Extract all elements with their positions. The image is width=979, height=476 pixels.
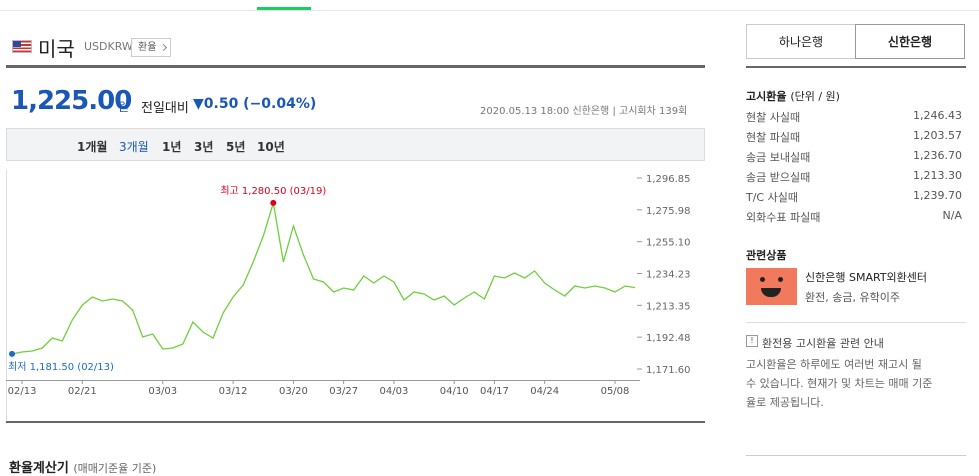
line [11,202,636,355]
notice-line: 율로 제공됩니다. [746,396,824,409]
x-tick-label: 04/03 [379,386,408,397]
min-label: 최저 1,181.50 (02/13) [8,361,114,373]
rate-row: 현찰 파실때 1,203.57 [746,129,962,145]
divider [746,455,966,456]
rate-value: 1,213.30 [913,169,962,182]
rate-value: 1,236.70 [913,149,962,162]
min-dot [9,350,15,357]
period-option[interactable]: 10년 [257,140,285,154]
period-option[interactable]: 1개월 [77,140,108,154]
related-desc: 환전, 송금, 유학이주 [805,291,900,304]
divider [746,322,966,323]
period-option[interactable]: 3개월 [119,140,149,154]
meta-time: 2020.05.13 18:00 [480,106,570,117]
y-tick-label: 1,213.35 [646,301,691,312]
rate-row: 송금 받으실때 1,213.30 [746,169,962,185]
x-tick-label: 04/10 [440,386,469,397]
y-tick-label: 1,275.98 [646,206,691,217]
area [12,202,636,380]
rate-label: T/C 사실때 [746,191,798,204]
related-title: 관련상품 [746,249,787,262]
period-option[interactable]: 3년 [194,140,214,154]
notice-title[interactable]: 환전용 고시환율 관련 안내 [762,337,884,350]
rate-value: 1,203.57 [913,129,962,142]
rates-title-text: 고시환율 [746,90,787,103]
price: 1,225.00 [11,86,132,116]
rate-row: T/C 사실때 1,239.70 [746,189,962,205]
flag [12,40,32,53]
max-label: 최고 1,280.50 (03/19) [220,185,326,197]
tab-indicator [257,7,311,10]
x-tick-label: 05/08 [601,386,630,397]
rate-row: 현찰 사실때 1,246.43 [746,109,962,125]
x-tick-label: 04/17 [480,386,509,397]
rates-unit: (단위 / 원) [790,90,840,103]
notice-line: 수 있습니다. 현재가 및 차트는 매매 기준 [746,377,933,390]
y-tick-label: 1,296.85 [646,174,691,185]
bank-tab[interactable]: 신한은행 [855,24,965,59]
x-tick-label: 04/24 [530,386,559,397]
rate-row: 외화수표 파실때 N/A [746,209,962,225]
rate-label: 현찰 사실때 [746,111,801,124]
rate-value: 1,246.43 [913,109,962,122]
badge[interactable]: 환율 [131,38,171,57]
badge-text: 환율 [138,42,157,53]
rate-row: 송금 보내실때 1,236.70 [746,149,962,165]
meta-bank: 신한은행 [572,106,610,117]
rates-title: 고시환율 (단위 / 원) [746,88,840,104]
related-icon[interactable] [746,268,797,305]
change-label: 전일대비 [141,101,189,116]
period-bar: 1개월 3개월 1년 3년 5년 10년 [6,128,705,161]
x-tick-label: 03/12 [219,386,248,397]
x-tick-label: 03/03 [148,386,177,397]
y-tick-label: 1,255.10 [646,238,691,249]
meta-round: 고시회차 139회 [619,106,688,117]
period-option[interactable]: 5년 [226,140,246,154]
y-tick-label: 1,234.23 [646,269,691,280]
top-line [0,10,979,11]
rate-label: 현찰 파실때 [746,131,801,144]
rate-label: 외화수표 파실때 [746,211,821,224]
period-option[interactable]: 1년 [162,140,182,154]
country: 미국 [38,37,75,61]
code: USDKRW [84,40,133,53]
x-tick-label: 02/21 [68,386,97,397]
rate-label: 송금 보내실때 [746,151,811,164]
notice-line: 고시환율은 하루에도 여러번 재고시 될 [746,358,922,371]
notice-icon: ! [746,335,758,347]
change: ▼0.50 (−0.04%) [193,96,317,112]
y-tick-label: 1,192.48 [646,333,691,344]
rate-value: N/A [942,209,962,222]
x-tick-label: 02/13 [8,386,37,397]
related-name[interactable]: 신한은행 SMART외환센터 [805,271,928,284]
bank-tab[interactable]: 하나은행 [746,24,856,59]
rate-label: 송금 받으실때 [746,171,811,184]
rate-value: 1,239.70 [913,189,962,202]
x-tick-label: 03/27 [329,386,358,397]
calc-title: 환율계산기 (매매기준율 기준) [9,457,156,476]
max-dot [270,199,277,206]
meta: 2020.05.13 18:00 신한은행 | 고시회차 139회 [480,106,688,117]
price-unit: 원 [118,100,130,114]
x-tick-label: 03/20 [279,386,308,397]
divider [746,66,966,68]
divider [6,421,705,423]
y-tick-label: 1,171.60 [646,365,691,376]
divider [6,65,705,68]
chart: 1,296.85 1,275.98 1,255.10 1,234.23 1,213.35… [6,170,691,423]
